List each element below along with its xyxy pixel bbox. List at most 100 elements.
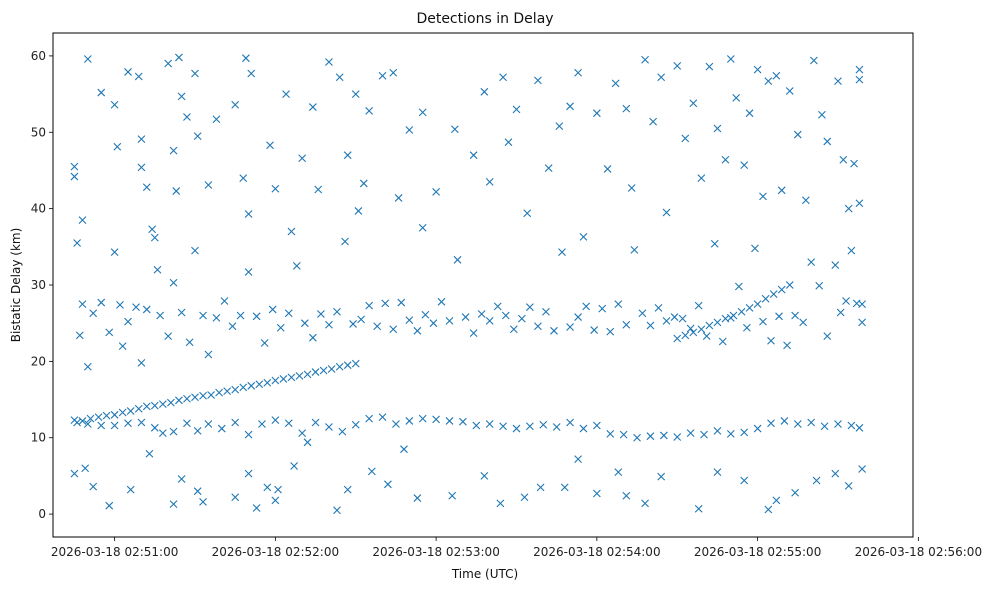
data-point xyxy=(574,313,582,321)
data-point xyxy=(252,504,261,512)
data-point xyxy=(207,391,215,399)
data-point xyxy=(83,420,92,428)
data-point xyxy=(183,419,191,428)
data-point xyxy=(681,134,690,143)
data-point xyxy=(279,375,288,383)
data-point xyxy=(284,309,293,318)
data-point xyxy=(772,71,781,80)
data-point xyxy=(855,423,864,432)
data-point xyxy=(166,398,175,407)
data-point xyxy=(333,506,341,515)
data-point xyxy=(721,314,730,323)
data-point xyxy=(343,485,352,494)
data-point xyxy=(282,90,290,98)
data-point xyxy=(496,499,505,508)
data-point xyxy=(689,99,698,108)
data-point xyxy=(153,265,162,274)
data-point xyxy=(469,329,478,337)
data-point xyxy=(231,418,240,427)
data-point xyxy=(659,431,668,440)
data-point xyxy=(550,326,558,335)
data-point xyxy=(405,417,414,425)
data-point xyxy=(713,318,722,327)
y-axis-label: Bistatic Delay (km) xyxy=(9,228,23,343)
data-point xyxy=(183,394,191,403)
data-point xyxy=(831,469,840,478)
data-point xyxy=(351,90,360,98)
data-point xyxy=(582,302,591,311)
data-point xyxy=(590,326,599,334)
data-point xyxy=(70,162,79,171)
data-point xyxy=(501,311,510,320)
data-point xyxy=(694,301,703,310)
data-point xyxy=(480,87,489,96)
data-point xyxy=(244,430,253,439)
data-point xyxy=(697,174,706,182)
data-point xyxy=(477,310,486,318)
data-point xyxy=(732,94,741,102)
y-tick-label: 20 xyxy=(31,354,46,368)
data-point xyxy=(175,396,183,405)
data-point xyxy=(365,107,374,115)
data-point xyxy=(199,391,207,400)
data-point xyxy=(552,423,561,431)
data-point xyxy=(801,196,810,205)
data-point xyxy=(271,496,280,505)
data-point xyxy=(702,332,711,341)
data-point xyxy=(641,55,649,64)
data-point xyxy=(598,304,607,313)
data-point xyxy=(351,420,360,429)
data-point xyxy=(445,317,454,325)
data-point xyxy=(713,124,722,133)
x-tick-label: 2026-03-18 02:54:00 xyxy=(533,545,660,559)
data-point xyxy=(177,475,186,483)
data-point xyxy=(603,165,612,173)
data-point xyxy=(271,416,280,425)
data-point xyxy=(177,308,186,317)
data-point xyxy=(769,290,778,299)
data-point xyxy=(726,430,735,438)
data-point xyxy=(751,244,759,253)
data-point xyxy=(820,422,829,431)
data-point xyxy=(405,126,414,134)
data-point xyxy=(231,100,240,109)
data-point xyxy=(78,300,87,308)
data-point xyxy=(461,313,470,321)
data-point xyxy=(204,181,213,189)
data-point xyxy=(78,417,87,425)
data-point xyxy=(319,366,328,375)
data-point xyxy=(343,361,352,370)
data-point xyxy=(169,427,178,436)
data-point xyxy=(381,299,390,308)
data-point xyxy=(199,497,207,506)
data-point xyxy=(97,421,106,430)
data-point xyxy=(298,154,307,163)
data-point xyxy=(504,138,513,147)
data-point xyxy=(592,109,601,118)
data-point xyxy=(418,414,427,423)
y-tick-label: 40 xyxy=(31,202,46,216)
data-point xyxy=(158,429,167,438)
data-point xyxy=(394,194,403,202)
data-point xyxy=(844,481,853,490)
data-point xyxy=(303,438,312,447)
data-point xyxy=(255,380,264,389)
data-point xyxy=(126,485,135,494)
data-point xyxy=(263,483,272,492)
data-point xyxy=(308,333,317,342)
data-point xyxy=(836,308,845,317)
data-point xyxy=(156,311,165,320)
data-point xyxy=(834,420,842,428)
data-point xyxy=(831,261,840,270)
data-point xyxy=(807,258,816,266)
data-point xyxy=(657,73,666,82)
data-point xyxy=(850,159,858,168)
data-point xyxy=(142,402,151,411)
data-point xyxy=(94,413,103,421)
data-point xyxy=(641,499,649,508)
data-point xyxy=(662,317,671,325)
data-point xyxy=(823,332,832,341)
data-point xyxy=(284,419,293,428)
data-point xyxy=(325,423,333,431)
